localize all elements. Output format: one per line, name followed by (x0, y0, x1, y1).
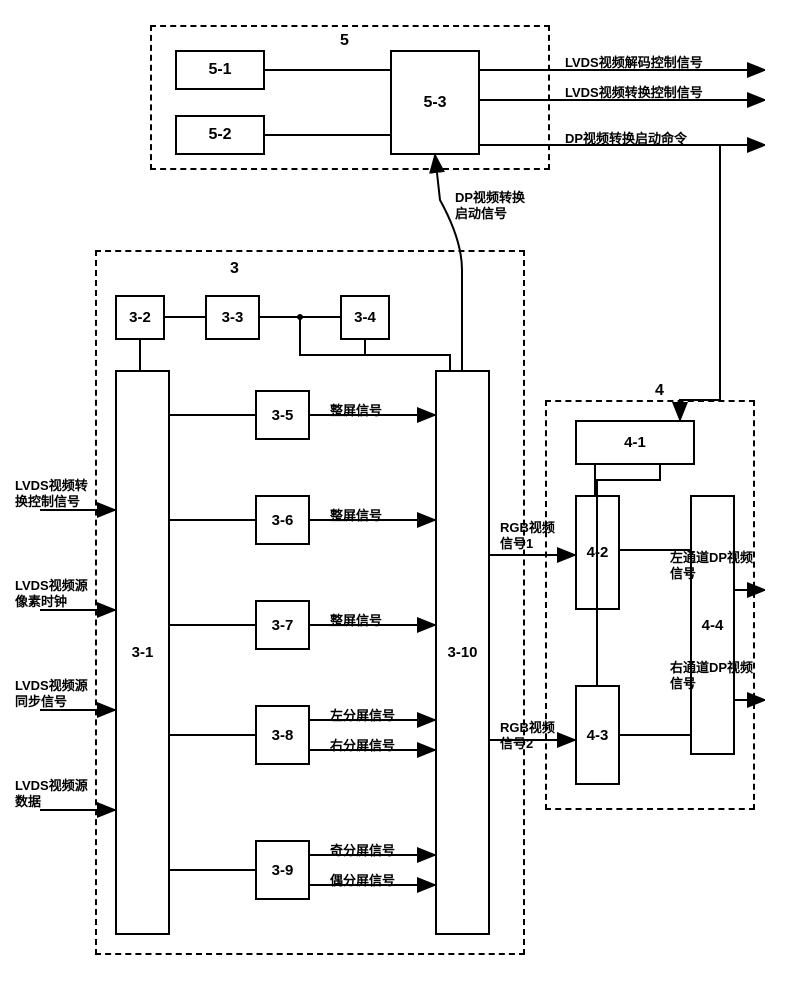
label-lvds-decode: LVDS视频解码控制信号 (565, 52, 703, 71)
label-full-37: 整屏信号 (330, 610, 382, 629)
block-3-3-id: 3-3 (222, 309, 244, 326)
block-4-1: 4-1 (575, 420, 695, 465)
label-evensplit: 偶分屏信号 (330, 870, 395, 889)
block-3-9-id: 3-9 (272, 862, 294, 879)
block-3-1-id: 3-1 (132, 644, 154, 661)
label-rightdp: 右通道DP视频信号 (670, 660, 760, 692)
block-5-2: 5-2 (175, 115, 265, 155)
block-5-3: 5-3 (390, 50, 480, 155)
label-leftdp: 左通道DP视频信号 (670, 550, 760, 582)
label-oddsplit: 奇分屏信号 (330, 840, 395, 859)
label-in2: LVDS视频源像素时钟 (15, 578, 100, 610)
block-4-4: 4-4 (690, 495, 735, 755)
label-in4: LVDS视频源数据 (15, 778, 100, 810)
block-4-3-id: 4-3 (587, 727, 609, 744)
block-5-1-id: 5-1 (208, 61, 231, 79)
block-3-8: 3-8 (255, 705, 310, 765)
block-4-4-id: 4-4 (702, 617, 724, 634)
block-5-1: 5-1 (175, 50, 265, 90)
block-3-3: 3-3 (205, 295, 260, 340)
label-dp-start: DP视频转换启动信号 (455, 190, 535, 222)
block-3-8-id: 3-8 (272, 727, 294, 744)
block-4-3: 4-3 (575, 685, 620, 785)
block-5-2-id: 5-2 (208, 126, 231, 144)
label-leftsplit: 左分屏信号 (330, 705, 395, 724)
block-3-5: 3-5 (255, 390, 310, 440)
label-rgb2: RGB视频信号2 (500, 720, 560, 752)
block-3-5-id: 3-5 (272, 407, 294, 424)
block-3-10: 3-10 (435, 370, 490, 935)
block-4-1-id: 4-1 (624, 434, 646, 451)
block-4-2: 4-2 (575, 495, 620, 610)
block-5-3-id: 5-3 (423, 94, 446, 112)
block-3-7-id: 3-7 (272, 617, 294, 634)
label-full-36: 整屏信号 (330, 505, 382, 524)
label-dp-cmd: DP视频转换启动命令 (565, 128, 687, 147)
block-3-9: 3-9 (255, 840, 310, 900)
label-in1: LVDS视频转换控制信号 (15, 478, 100, 510)
group-3-id: 3 (230, 260, 239, 278)
label-lvds-convert: LVDS视频转换控制信号 (565, 82, 703, 101)
label-rgb1: RGB视频信号1 (500, 520, 560, 552)
block-3-6-id: 3-6 (272, 512, 294, 529)
label-rightsplit: 右分屏信号 (330, 735, 395, 754)
block-3-2: 3-2 (115, 295, 165, 340)
label-in3: LVDS视频源同步信号 (15, 678, 100, 710)
block-3-7: 3-7 (255, 600, 310, 650)
block-3-6: 3-6 (255, 495, 310, 545)
block-4-2-id: 4-2 (587, 544, 609, 561)
block-3-4-id: 3-4 (354, 309, 376, 326)
block-3-1: 3-1 (115, 370, 170, 935)
block-3-10-id: 3-10 (447, 644, 477, 661)
label-full-35: 整屏信号 (330, 400, 382, 419)
block-3-4: 3-4 (340, 295, 390, 340)
block-3-2-id: 3-2 (129, 309, 151, 326)
group-4-id: 4 (655, 382, 664, 400)
group-5-id: 5 (340, 32, 349, 50)
